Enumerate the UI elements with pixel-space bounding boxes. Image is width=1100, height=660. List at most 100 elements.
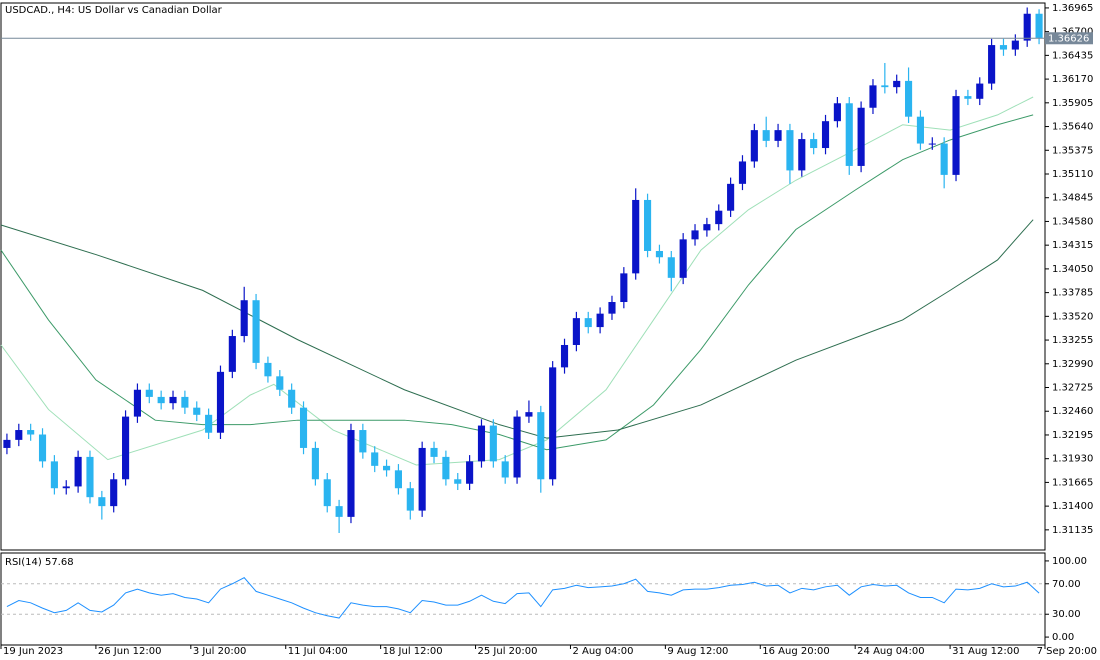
candle-body — [394, 470, 402, 489]
candle-body — [560, 344, 569, 368]
candle-body — [193, 407, 201, 415]
candle-body — [774, 130, 782, 141]
candle-body — [916, 116, 924, 144]
candle-body — [335, 506, 343, 517]
candle-body — [169, 396, 177, 404]
y-tick-label: 1.33785 — [1052, 288, 1093, 299]
y-tick-label: 1.31665 — [1052, 477, 1093, 488]
y-tick-label: 1.34580 — [1052, 216, 1093, 227]
candle-body — [596, 313, 604, 328]
candle-body — [86, 456, 94, 498]
chart-title: USDCAD., H4: US Dollar vs Canadian Dolla… — [5, 5, 223, 16]
candle-body — [786, 130, 794, 171]
x-tick-label: 25 Jul 20:00 — [478, 646, 538, 657]
candle-body — [632, 199, 640, 274]
candle-body — [240, 300, 248, 337]
candle-body — [181, 396, 189, 408]
rsi-y-tick-label: 70.00 — [1052, 579, 1081, 590]
x-tick-label: 18 Jul 12:00 — [383, 646, 443, 657]
candle-body — [525, 412, 533, 417]
candle-body — [655, 250, 663, 258]
rsi-title: RSI(14) 57.68 — [5, 557, 74, 568]
candle-body — [537, 412, 545, 480]
x-tick-label: 3 Jul 20:00 — [193, 646, 247, 657]
x-tick-label: 24 Aug 04:00 — [857, 646, 924, 657]
y-tick-label: 1.31930 — [1052, 454, 1093, 465]
candle-body — [122, 416, 130, 480]
candle-body — [418, 447, 426, 511]
y-tick-label: 1.35905 — [1052, 98, 1093, 109]
candle-body — [359, 430, 367, 453]
rsi-y-tick-label: 0.00 — [1052, 632, 1074, 643]
last-price-tag — [1045, 32, 1093, 45]
candle-body — [584, 318, 592, 328]
candle-body — [489, 425, 497, 462]
candle-body — [608, 302, 616, 314]
candle-body — [905, 80, 913, 117]
candle-body — [15, 430, 23, 440]
candle-body — [477, 425, 486, 462]
candle-body — [62, 486, 70, 489]
y-tick-label: 1.34315 — [1052, 240, 1093, 251]
y-tick-label: 1.32990 — [1052, 359, 1093, 370]
candle-body — [727, 183, 735, 211]
x-tick-label: 31 Aug 12:00 — [952, 646, 1019, 657]
candle-body — [264, 362, 272, 377]
rsi-frame — [0, 552, 1046, 646]
x-tick-label: 11 Jul 04:00 — [288, 646, 348, 657]
candle-body — [1023, 13, 1031, 41]
y-tick-label: 1.31400 — [1052, 501, 1093, 512]
candle-body — [703, 224, 711, 231]
candle-body — [1011, 40, 1019, 50]
candle-body — [667, 257, 675, 278]
candle-body — [549, 367, 557, 480]
candle-body — [466, 461, 474, 484]
candle-body — [406, 488, 414, 511]
candle-body — [145, 389, 153, 397]
y-tick-label: 1.33255 — [1052, 335, 1093, 346]
candle-body — [27, 430, 35, 435]
candle-body — [98, 497, 106, 507]
moving-average — [0, 114, 1034, 451]
y-tick-label: 1.35640 — [1052, 122, 1093, 133]
candle-body — [644, 199, 652, 251]
candle-body — [999, 45, 1008, 50]
candle-body — [988, 45, 996, 84]
candle-body — [1035, 13, 1043, 38]
candle-body — [513, 416, 521, 478]
candle-body — [572, 318, 580, 345]
last-price-label: 1.36626 — [1048, 33, 1089, 44]
candle-body — [252, 300, 260, 363]
x-tick-label: 9 Aug 12:00 — [667, 646, 728, 657]
candle-body — [738, 161, 747, 184]
candle-body — [620, 273, 628, 303]
candle-body — [679, 239, 687, 278]
rsi-line — [6, 577, 1040, 619]
candle-body — [691, 230, 699, 240]
moving-average — [0, 96, 1034, 466]
candle-body — [940, 143, 948, 175]
price-frame — [0, 2, 1046, 551]
candle-body — [133, 389, 141, 417]
candle-body — [715, 210, 723, 225]
candle-body — [833, 103, 841, 122]
y-tick-label: 1.34050 — [1052, 264, 1093, 275]
candle-body — [383, 465, 391, 471]
y-tick-label: 1.36435 — [1052, 50, 1093, 61]
candle-body — [311, 447, 319, 480]
rsi-y-tick-label: 30.00 — [1052, 609, 1081, 620]
y-tick-label: 1.36170 — [1052, 74, 1093, 85]
candle-body — [952, 96, 960, 175]
y-tick-label: 1.35375 — [1052, 145, 1093, 156]
candle-body — [857, 107, 865, 166]
candle-body — [323, 479, 331, 507]
moving-average — [0, 219, 1034, 439]
candle-body — [442, 456, 450, 480]
candle-body — [976, 83, 984, 99]
candle-body — [454, 479, 462, 484]
y-tick-label: 1.31135 — [1052, 525, 1093, 536]
candle-body — [430, 447, 438, 457]
y-tick-label: 1.34845 — [1052, 193, 1093, 204]
y-tick-label: 1.32195 — [1052, 430, 1093, 441]
x-tick-label: 16 Aug 20:00 — [762, 646, 829, 657]
